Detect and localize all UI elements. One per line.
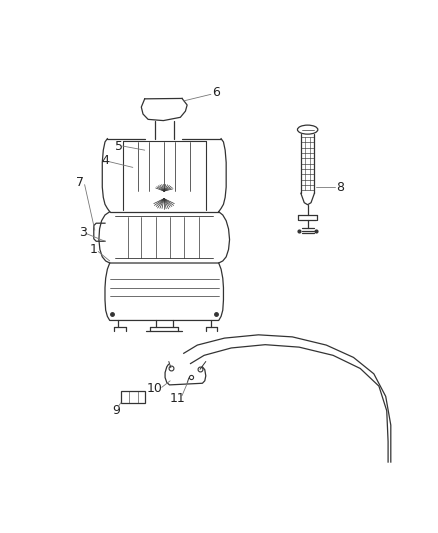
Text: 11: 11 <box>170 392 186 405</box>
Text: 9: 9 <box>113 404 120 417</box>
Text: 8: 8 <box>336 181 344 193</box>
Text: 6: 6 <box>212 86 220 99</box>
Text: 1: 1 <box>90 244 98 256</box>
Text: 10: 10 <box>147 382 163 394</box>
Bar <box>121 391 145 403</box>
Ellipse shape <box>297 125 318 134</box>
Text: 4: 4 <box>101 154 109 167</box>
Text: 7: 7 <box>76 176 84 189</box>
Text: 3: 3 <box>79 226 87 239</box>
Text: 5: 5 <box>115 140 123 152</box>
